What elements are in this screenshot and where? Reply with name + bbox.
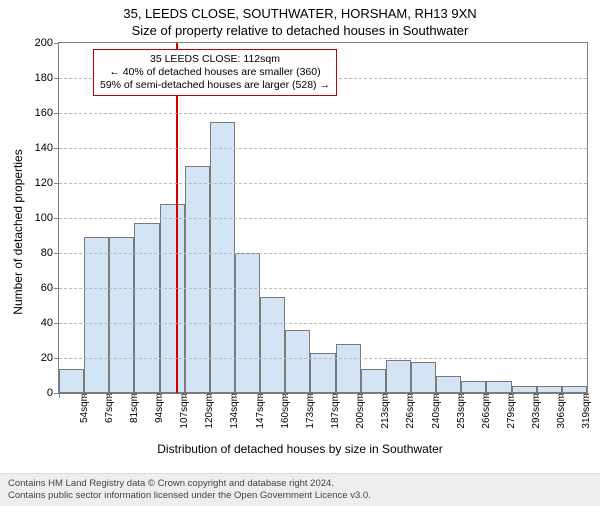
x-tick [336,393,337,398]
histogram-bar [109,237,134,393]
annotation-box: 35 LEEDS CLOSE: 112sqm ← 40% of detached… [93,49,337,96]
x-tick [512,393,513,398]
y-tick-label: 20 [41,352,59,364]
histogram-bar [562,386,587,393]
footer-line1: Contains HM Land Registry data © Crown c… [8,478,592,490]
grid-line [59,218,587,219]
histogram-bar [411,362,436,394]
chart-plot-area: 35 LEEDS CLOSE: 112sqm ← 40% of detached… [58,42,588,394]
x-tick-label: 213sqm [376,393,391,429]
grid-line [59,113,587,114]
x-tick [59,393,60,398]
x-tick-label: 173sqm [301,393,316,429]
histogram-bar [160,204,185,393]
chart-title-main: 35, LEEDS CLOSE, SOUTHWATER, HORSHAM, RH… [0,6,600,21]
y-tick-label: 180 [35,72,59,84]
histogram-bar [537,386,562,393]
y-tick-label: 200 [35,37,59,49]
footer: Contains HM Land Registry data © Crown c… [0,473,600,506]
x-tick [310,393,311,398]
x-tick [537,393,538,398]
x-tick-label: 240sqm [427,393,442,429]
x-tick [260,393,261,398]
x-tick-label: 266sqm [477,393,492,429]
y-tick-label: 0 [47,387,59,399]
grid-line [59,148,587,149]
x-tick-label: 120sqm [200,393,215,429]
x-tick-label: 293sqm [527,393,542,429]
y-tick-label: 40 [41,317,59,329]
x-tick-label: 147sqm [251,393,266,429]
y-tick-label: 140 [35,142,59,154]
x-tick-label: 306sqm [552,393,567,429]
grid-line [59,253,587,254]
x-tick [160,393,161,398]
x-tick [486,393,487,398]
x-tick [562,393,563,398]
grid-line [59,288,587,289]
x-tick [285,393,286,398]
footer-line2: Contains public sector information licen… [8,490,592,502]
histogram-bar [361,369,386,394]
grid-line [59,358,587,359]
histogram-bar [260,297,285,393]
histogram-bar [336,344,361,393]
histogram-bar [436,376,461,394]
x-tick-label: 319sqm [577,393,592,429]
x-tick-label: 54sqm [75,393,90,423]
histogram-bar [486,381,511,393]
x-tick-label: 200sqm [351,393,366,429]
x-tick-label: 279sqm [502,393,517,429]
x-tick [235,393,236,398]
y-tick-label: 80 [41,247,59,259]
y-axis-label: Number of detached properties [11,149,25,314]
histogram-bar [84,237,109,393]
x-tick-label: 160sqm [276,393,291,429]
x-tick-label: 107sqm [175,393,190,429]
x-tick [586,393,587,398]
histogram-bar [386,360,411,393]
x-tick-label: 187sqm [326,393,341,429]
histogram-bar [285,330,310,393]
x-tick [185,393,186,398]
annotation-line2: ← 40% of detached houses are smaller (36… [100,66,330,79]
histogram-bar [134,223,159,393]
x-tick [386,393,387,398]
y-tick-label: 120 [35,177,59,189]
x-tick [461,393,462,398]
x-tick-label: 81sqm [125,393,140,423]
x-tick [210,393,211,398]
y-tick-label: 100 [35,212,59,224]
x-tick [361,393,362,398]
x-tick-label: 253sqm [452,393,467,429]
x-tick [411,393,412,398]
x-tick [134,393,135,398]
annotation-line3: 59% of semi-detached houses are larger (… [100,79,330,92]
histogram-bar [512,386,537,393]
x-tick [109,393,110,398]
x-tick-label: 94sqm [150,393,165,423]
annotation-line1: 35 LEEDS CLOSE: 112sqm [100,53,330,66]
x-tick-label: 67sqm [100,393,115,423]
histogram-bar [210,122,235,393]
x-tick [436,393,437,398]
x-tick-label: 226sqm [401,393,416,429]
x-tick [84,393,85,398]
histogram-bar [59,369,84,394]
grid-line [59,323,587,324]
y-tick-label: 60 [41,282,59,294]
y-tick-label: 160 [35,107,59,119]
grid-line [59,183,587,184]
histogram-bar [461,381,486,393]
x-axis-label: Distribution of detached houses by size … [0,442,600,456]
chart-title-sub: Size of property relative to detached ho… [0,23,600,38]
x-tick-label: 134sqm [225,393,240,429]
